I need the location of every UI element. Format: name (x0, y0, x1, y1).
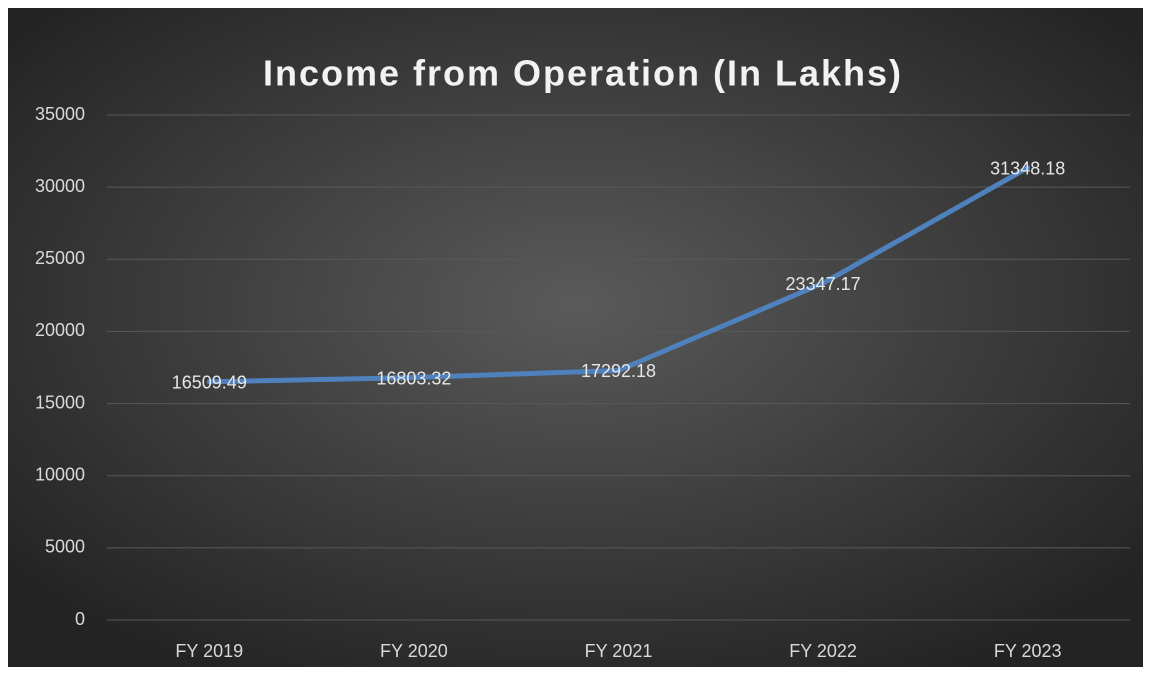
x-tick-label: FY 2023 (994, 641, 1062, 661)
y-tick-label: 15000 (35, 392, 85, 412)
data-label: 16803.32 (376, 368, 451, 388)
x-tick-label: FY 2020 (380, 641, 448, 661)
data-label: 16509.49 (172, 373, 247, 393)
chart-background (8, 8, 1143, 667)
x-tick-label: FY 2022 (789, 641, 857, 661)
line-series (206, 165, 1031, 385)
x-tick-label: FY 2019 (175, 641, 243, 661)
data-label: 17292.18 (581, 361, 656, 381)
y-tick-label: 35000 (35, 104, 85, 124)
y-tick-label: 30000 (35, 176, 85, 196)
x-tick-label: FY 2021 (585, 641, 653, 661)
y-tick-label: 5000 (45, 537, 85, 557)
y-tick-label: 25000 (35, 248, 85, 268)
y-tick-label: 0 (75, 609, 85, 629)
chart-title: Income from Operation (In Lakhs) (263, 53, 903, 94)
y-tick-label: 10000 (35, 464, 85, 484)
data-label: 31348.18 (990, 158, 1065, 178)
data-label: 23347.17 (786, 274, 861, 294)
y-tick-label: 20000 (35, 320, 85, 340)
